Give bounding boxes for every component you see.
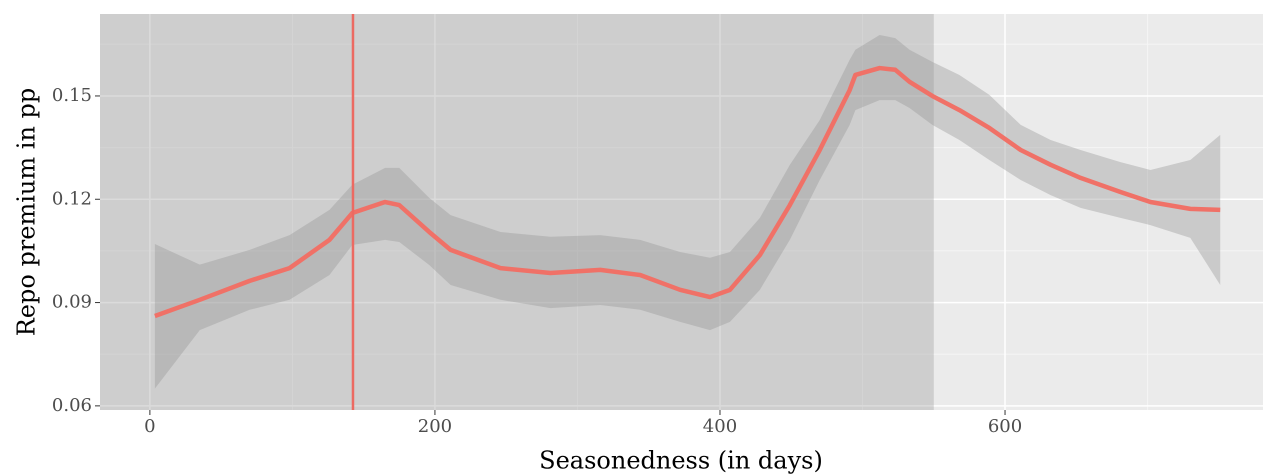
shaded-region [100, 14, 934, 410]
plot-panel [100, 14, 1263, 410]
y-tick-label: 0.09 [52, 292, 92, 313]
x-axis-title: Seasonedness (in days) [539, 447, 823, 475]
confidence-band [154, 35, 1221, 389]
y-tick-label: 0.15 [52, 85, 92, 106]
x-tick-label: 200 [418, 416, 452, 437]
y-tick-label: 0.06 [52, 395, 92, 416]
x-tick-label: 400 [703, 416, 737, 437]
x-tick-label: 0 [144, 416, 155, 437]
line [154, 65, 1221, 319]
y-tick-label: 0.12 [52, 188, 92, 209]
x-tick-label: 600 [988, 416, 1022, 437]
y-axis-title: Repo premium in pp [13, 88, 41, 337]
